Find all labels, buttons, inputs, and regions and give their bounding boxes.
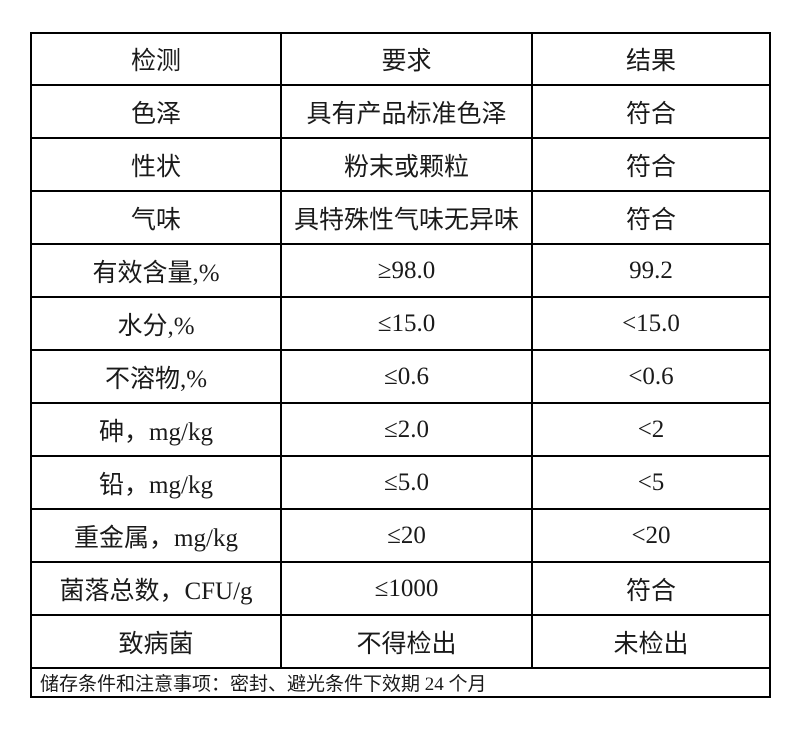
cell-item: 不溶物,% xyxy=(30,349,282,404)
cell-requirement: ≤0.6 xyxy=(280,349,533,404)
column-header-test: 检测 xyxy=(30,32,282,86)
cell-item: 性状 xyxy=(30,137,282,192)
cell-item: 气味 xyxy=(30,190,282,245)
table-row: 色泽 具有产品标准色泽 符合 xyxy=(30,84,771,139)
cell-item: 有效含量,% xyxy=(30,243,282,298)
table-row: 重金属，mg/kg ≤20 <20 xyxy=(30,508,771,563)
table-row: 有效含量,% ≥98.0 99.2 xyxy=(30,243,771,298)
cell-item: 铅，mg/kg xyxy=(30,455,282,510)
cell-requirement: ≤5.0 xyxy=(280,455,533,510)
cell-result: <0.6 xyxy=(531,349,771,404)
table-row: 不溶物,% ≤0.6 <0.6 xyxy=(30,349,771,404)
cell-requirement: ≤1000 xyxy=(280,561,533,616)
cell-requirement: ≤2.0 xyxy=(280,402,533,457)
table-row: 菌落总数，CFU/g ≤1000 符合 xyxy=(30,561,771,616)
table-row: 水分,% ≤15.0 <15.0 xyxy=(30,296,771,351)
cell-requirement: 具特殊性气味无异味 xyxy=(280,190,533,245)
column-header-requirement: 要求 xyxy=(280,32,533,86)
footer-row: 储存条件和注意事项：密封、避光条件下效期 24 个月 xyxy=(30,667,771,698)
cell-item: 致病菌 xyxy=(30,614,282,669)
cell-requirement: ≤15.0 xyxy=(280,296,533,351)
cell-result: 符合 xyxy=(531,561,771,616)
cell-item: 菌落总数，CFU/g xyxy=(30,561,282,616)
cell-requirement: ≤20 xyxy=(280,508,533,563)
cell-result: <2 xyxy=(531,402,771,457)
cell-item: 色泽 xyxy=(30,84,282,139)
cell-result: <20 xyxy=(531,508,771,563)
cell-requirement: 不得检出 xyxy=(280,614,533,669)
cell-result: 符合 xyxy=(531,190,771,245)
header-row: 检测 要求 结果 xyxy=(30,32,771,86)
column-header-result: 结果 xyxy=(531,32,771,86)
table-row: 气味 具特殊性气味无异味 符合 xyxy=(30,190,771,245)
cell-requirement: 粉末或颗粒 xyxy=(280,137,533,192)
cell-item: 砷，mg/kg xyxy=(30,402,282,457)
cell-result: <15.0 xyxy=(531,296,771,351)
inspection-table: 检测 要求 结果 色泽 具有产品标准色泽 符合 性状 粉末或颗粒 符合 气味 具… xyxy=(30,32,771,698)
storage-conditions-note: 储存条件和注意事项：密封、避光条件下效期 24 个月 xyxy=(30,667,771,698)
table-row: 致病菌 不得检出 未检出 xyxy=(30,614,771,669)
cell-result: 99.2 xyxy=(531,243,771,298)
cell-result: 符合 xyxy=(531,84,771,139)
cell-requirement: 具有产品标准色泽 xyxy=(280,84,533,139)
cell-item: 水分,% xyxy=(30,296,282,351)
cell-result: <5 xyxy=(531,455,771,510)
table-row: 砷，mg/kg ≤2.0 <2 xyxy=(30,402,771,457)
table-row: 铅，mg/kg ≤5.0 <5 xyxy=(30,455,771,510)
table-row: 性状 粉末或颗粒 符合 xyxy=(30,137,771,192)
cell-result: 符合 xyxy=(531,137,771,192)
cell-requirement: ≥98.0 xyxy=(280,243,533,298)
cell-result: 未检出 xyxy=(531,614,771,669)
cell-item: 重金属，mg/kg xyxy=(30,508,282,563)
